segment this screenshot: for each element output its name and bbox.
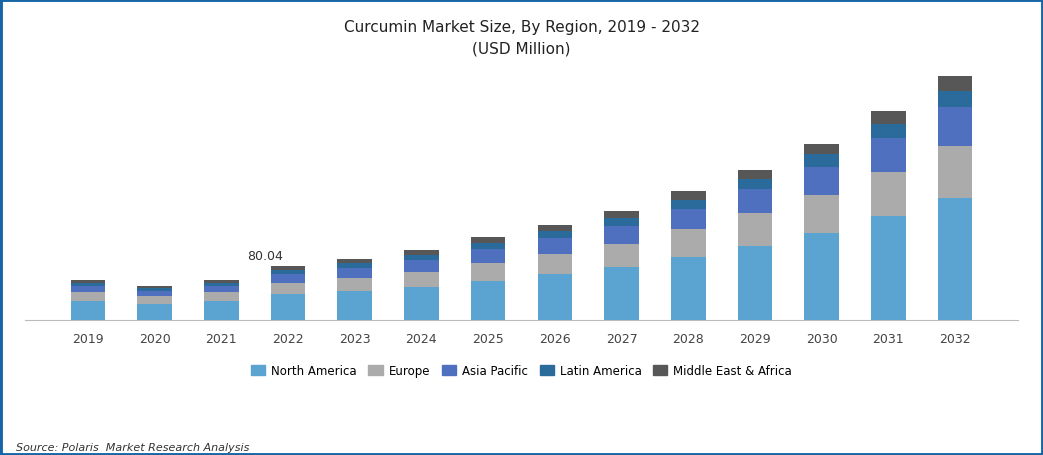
Bar <box>871 139 905 172</box>
Bar <box>871 112 905 124</box>
Bar <box>804 233 839 321</box>
Bar <box>271 270 306 274</box>
Bar <box>804 155 839 167</box>
Bar <box>804 145 839 155</box>
Bar <box>537 238 573 254</box>
Bar <box>204 283 239 287</box>
Bar <box>404 255 439 260</box>
Bar <box>337 259 372 263</box>
Legend: North America, Europe, Asia Pacific, Latin America, Middle East & Africa: North America, Europe, Asia Pacific, Lat… <box>246 359 797 382</box>
Bar <box>671 192 706 200</box>
Bar <box>337 278 372 291</box>
Bar <box>537 226 573 232</box>
Bar <box>871 124 905 139</box>
Bar <box>804 196 839 233</box>
Bar <box>138 288 172 291</box>
Bar <box>671 230 706 257</box>
Bar <box>938 77 972 91</box>
Text: Source: Polaris  Market Research Analysis: Source: Polaris Market Research Analysis <box>16 442 249 452</box>
Bar <box>537 275 573 321</box>
Bar <box>204 280 239 283</box>
Bar <box>604 218 639 226</box>
Bar <box>204 287 239 293</box>
Bar <box>470 238 506 243</box>
Bar <box>71 302 105 321</box>
Bar <box>271 274 306 283</box>
Bar <box>404 250 439 255</box>
Bar <box>404 272 439 287</box>
Bar <box>404 287 439 321</box>
Bar <box>138 297 172 304</box>
Bar <box>737 214 772 246</box>
Bar <box>271 266 306 270</box>
Bar <box>871 172 905 217</box>
Bar <box>737 180 772 190</box>
Bar <box>71 287 105 293</box>
Bar <box>871 217 905 321</box>
Bar <box>138 287 172 288</box>
Bar <box>138 304 172 321</box>
Bar <box>804 167 839 196</box>
Bar <box>671 209 706 230</box>
Bar <box>938 91 972 108</box>
Bar <box>671 200 706 209</box>
Bar <box>470 281 506 321</box>
Bar <box>204 293 239 301</box>
Bar <box>271 295 306 321</box>
Bar <box>737 246 772 321</box>
Bar <box>71 293 105 302</box>
Bar <box>71 283 105 287</box>
Bar <box>604 226 639 244</box>
Bar <box>337 263 372 268</box>
Title: Curcumin Market Size, By Region, 2019 - 2032
(USD Million): Curcumin Market Size, By Region, 2019 - … <box>343 20 700 56</box>
Bar <box>537 232 573 238</box>
Bar <box>470 263 506 281</box>
Bar <box>71 280 105 283</box>
Bar <box>271 283 306 295</box>
Bar <box>938 147 972 199</box>
Bar <box>671 257 706 321</box>
Bar <box>337 291 372 321</box>
Text: 80.04: 80.04 <box>247 249 283 262</box>
Bar <box>938 108 972 147</box>
Bar <box>470 249 506 263</box>
Bar <box>604 211 639 218</box>
Bar <box>204 301 239 321</box>
Bar <box>470 243 506 249</box>
Bar <box>604 268 639 321</box>
Bar <box>604 244 639 268</box>
Bar <box>404 260 439 272</box>
Bar <box>737 190 772 214</box>
Bar <box>337 268 372 278</box>
Bar <box>737 171 772 180</box>
Bar <box>537 254 573 275</box>
Bar <box>938 199 972 321</box>
Bar <box>138 291 172 297</box>
